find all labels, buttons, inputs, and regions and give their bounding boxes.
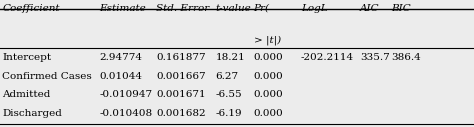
- Text: 0.000: 0.000: [254, 53, 283, 62]
- Text: 0.001682: 0.001682: [156, 109, 206, 118]
- Text: 0.000: 0.000: [254, 72, 283, 81]
- Text: 2.94774: 2.94774: [100, 53, 143, 62]
- Text: t-value: t-value: [216, 4, 251, 13]
- Text: 6.27: 6.27: [216, 72, 239, 81]
- Text: BIC: BIC: [391, 4, 411, 13]
- Text: Pr(: Pr(: [254, 4, 270, 13]
- Text: 18.21: 18.21: [216, 53, 246, 62]
- Text: 0.161877: 0.161877: [156, 53, 206, 62]
- Text: Intercept: Intercept: [2, 53, 52, 62]
- Text: Discharged: Discharged: [2, 109, 62, 118]
- Text: 0.001667: 0.001667: [156, 72, 206, 81]
- Text: -6.19: -6.19: [216, 109, 242, 118]
- Text: 0.000: 0.000: [254, 109, 283, 118]
- Text: -202.2114: -202.2114: [301, 53, 354, 62]
- Text: Std. Error: Std. Error: [156, 4, 210, 13]
- Text: 0.001671: 0.001671: [156, 90, 206, 99]
- Text: -0.010408: -0.010408: [100, 109, 153, 118]
- Text: Admitted: Admitted: [2, 90, 51, 99]
- Text: Estimate: Estimate: [100, 4, 146, 13]
- Text: -6.55: -6.55: [216, 90, 242, 99]
- Text: > |t|): > |t|): [254, 36, 281, 45]
- Text: LogL: LogL: [301, 4, 328, 13]
- Text: 0.01044: 0.01044: [100, 72, 143, 81]
- Text: 0.000: 0.000: [254, 90, 283, 99]
- Text: 386.4: 386.4: [391, 53, 421, 62]
- Text: -0.010947: -0.010947: [100, 90, 153, 99]
- Text: 335.7: 335.7: [360, 53, 390, 62]
- Text: Coefficient: Coefficient: [2, 4, 60, 13]
- Text: AIC: AIC: [360, 4, 380, 13]
- Text: Confirmed Cases: Confirmed Cases: [2, 72, 92, 81]
